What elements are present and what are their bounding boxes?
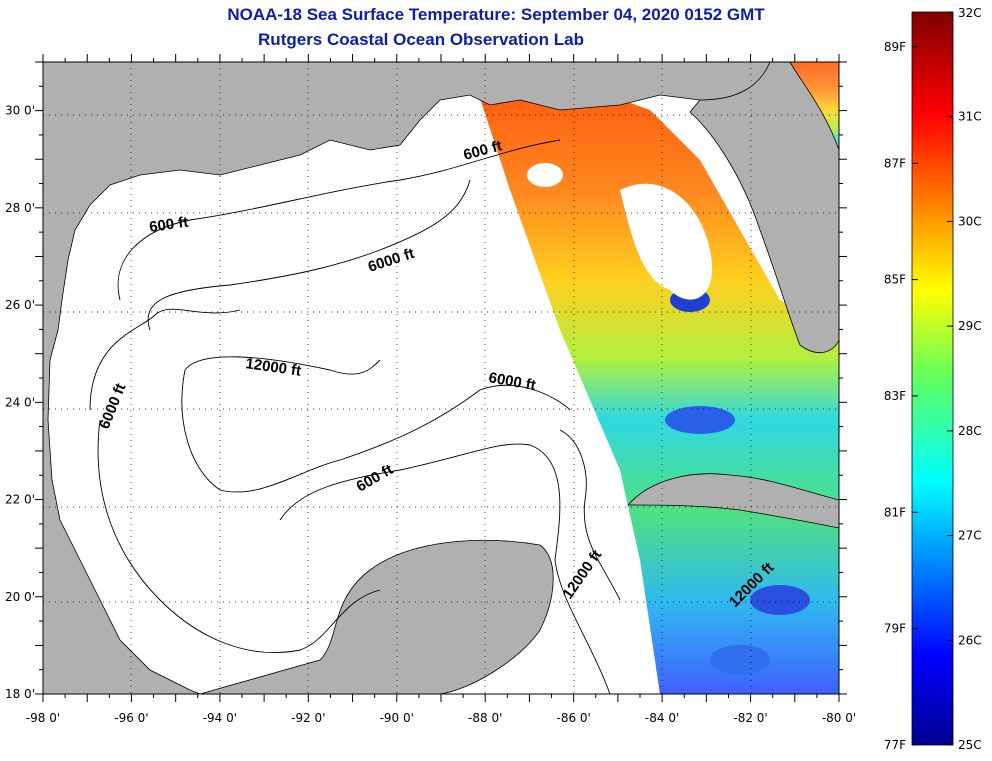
celsius-label: 27C xyxy=(958,529,982,543)
celsius-label: 28C xyxy=(958,424,982,438)
map-title: NOAA-18 Sea Surface Temperature: Septemb… xyxy=(227,5,765,24)
celsius-label: 32C xyxy=(958,6,982,20)
lon-tick-label: -88 0' xyxy=(468,711,502,725)
fahrenheit-label: 85F xyxy=(884,273,906,287)
lat-tick-label: 28 0' xyxy=(5,201,35,215)
us-gulf-coast xyxy=(43,62,839,694)
cuba xyxy=(627,473,839,529)
lon-tick-label: -92 0' xyxy=(291,711,325,725)
fahrenheit-label: 87F xyxy=(884,156,906,170)
fahrenheit-label: 77F xyxy=(884,738,906,752)
fahrenheit-label: 89F xyxy=(884,40,906,54)
contour-label: 600 ft xyxy=(148,214,189,236)
map-subtitle: Rutgers Coastal Ocean Observation Lab xyxy=(258,30,584,49)
lat-tick-label: 26 0' xyxy=(5,298,35,312)
yucatan xyxy=(199,539,554,694)
celsius-label: 26C xyxy=(958,633,982,647)
bathymetry-contours xyxy=(89,139,621,694)
fahrenheit-label: 83F xyxy=(884,389,906,403)
longitude-labels: -98 0' -96 0' -94 0' -92 0' -90 0' -88 0' -86 … xyxy=(26,711,856,725)
axis-ticks xyxy=(35,54,847,702)
colorbar xyxy=(911,11,954,746)
lat-tick-label: 18 0' xyxy=(5,687,35,701)
florida xyxy=(689,62,839,354)
lon-tick-label: -90 0' xyxy=(380,711,414,725)
sst-swath xyxy=(478,85,839,694)
lat-tick-label: 20 0' xyxy=(5,590,35,604)
lon-tick-label: -80 0' xyxy=(822,711,856,725)
lat-tick-label: 24 0' xyxy=(5,395,35,409)
celsius-label: 30C xyxy=(958,214,982,228)
lon-tick-label: -98 0' xyxy=(26,711,60,725)
fahrenheit-label: 79F xyxy=(884,622,906,636)
lon-tick-label: -86 0' xyxy=(556,711,590,725)
lat-tick-label: 22 0' xyxy=(5,493,35,507)
celsius-label: 25C xyxy=(958,738,982,752)
fahrenheit-label: 81F xyxy=(884,505,906,519)
lat-tick-label: 30 0' xyxy=(5,104,35,118)
lon-tick-label: -84 0' xyxy=(645,711,679,725)
latitude-labels: 30 0' 28 0' 26 0' 24 0' 22 0' 20 0' 18 0' xyxy=(5,104,35,701)
colorbar-labels: 32C 31C 30C 29C 28C 27C 26C 25C 89F 87F 85F 83F 81F 7… xyxy=(884,6,982,752)
lon-tick-label: -96 0' xyxy=(114,711,148,725)
celsius-label: 29C xyxy=(958,319,982,333)
lon-tick-label: -94 0' xyxy=(203,711,237,725)
graticule xyxy=(43,62,839,694)
celsius-label: 31C xyxy=(958,110,982,124)
lon-tick-label: -82 0' xyxy=(733,711,767,725)
